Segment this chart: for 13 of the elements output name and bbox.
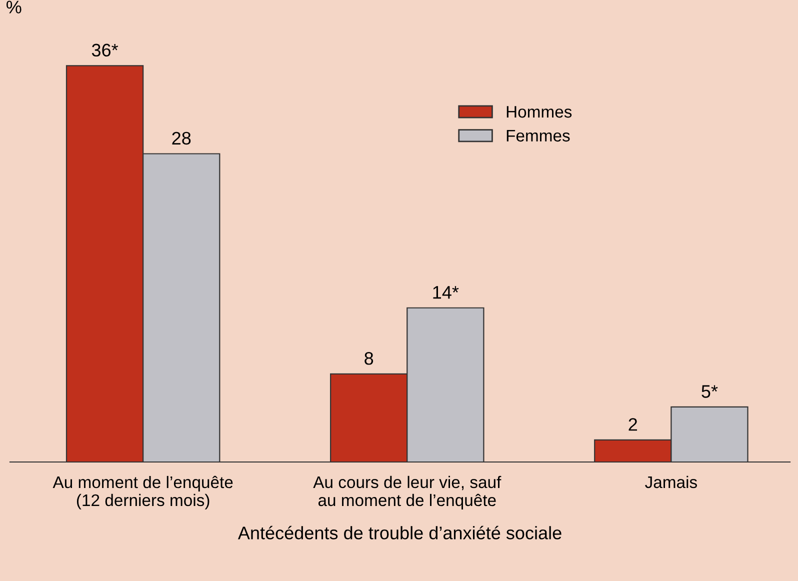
legend-label: Femmes xyxy=(506,130,570,142)
data-label: 36* xyxy=(92,44,118,57)
x-tick-label: Au moment de l’enquête (12 derniers mois) xyxy=(52,476,233,510)
y-axis-title: % xyxy=(6,0,22,14)
x-tick-label: Jamais xyxy=(645,476,697,488)
data-label: 8 xyxy=(364,352,374,365)
data-label: 2 xyxy=(628,418,638,431)
x-tick-label: Au cours de leur vie, sauf au moment de l’enquête xyxy=(313,476,502,510)
x-axis-title: Antécédents de trouble d’anxiété sociale xyxy=(238,526,562,540)
legend-label: Hommes xyxy=(506,106,572,118)
data-label: 28 xyxy=(172,132,191,145)
data-label: 5* xyxy=(702,385,718,398)
data-label: 14* xyxy=(433,286,459,299)
